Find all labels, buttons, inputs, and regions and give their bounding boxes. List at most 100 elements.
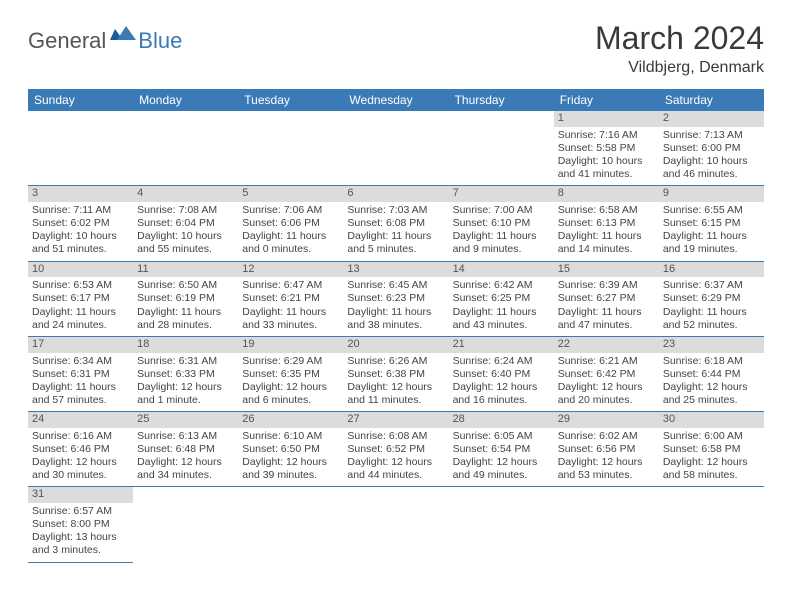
cell-text: and 25 minutes. <box>663 394 760 407</box>
cell-text: Sunset: 6:27 PM <box>558 292 655 305</box>
calendar-cell: 29Sunrise: 6:02 AMSunset: 6:56 PMDayligh… <box>554 412 659 487</box>
cell-text: Daylight: 10 hours <box>663 155 760 168</box>
cell-text: Sunrise: 7:00 AM <box>453 204 550 217</box>
calendar-cell: 16Sunrise: 6:37 AMSunset: 6:29 PMDayligh… <box>659 262 764 337</box>
cell-text: Sunrise: 6:00 AM <box>663 430 760 443</box>
cell-text: Sunrise: 6:21 AM <box>558 355 655 368</box>
cell-text: and 1 minute. <box>137 394 234 407</box>
cell-text: Sunset: 6:40 PM <box>453 368 550 381</box>
cell-text: Sunset: 6:35 PM <box>242 368 339 381</box>
day-number: 11 <box>133 262 238 278</box>
cell-text: Sunset: 6:15 PM <box>663 217 760 230</box>
cell-text: and 9 minutes. <box>453 243 550 256</box>
day-number: 26 <box>238 412 343 428</box>
calendar-cell: 5Sunrise: 7:06 AMSunset: 6:06 PMDaylight… <box>238 186 343 261</box>
cell-text: Sunrise: 6:50 AM <box>137 279 234 292</box>
cell-text: and 47 minutes. <box>558 319 655 332</box>
calendar-cell-blank <box>554 487 659 562</box>
calendar-cell: 27Sunrise: 6:08 AMSunset: 6:52 PMDayligh… <box>343 412 448 487</box>
cell-text: Sunrise: 6:45 AM <box>347 279 444 292</box>
calendar-cell-blank <box>659 487 764 562</box>
cell-text: and 39 minutes. <box>242 469 339 482</box>
day-number: 1 <box>554 111 659 127</box>
cell-text: and 53 minutes. <box>558 469 655 482</box>
cell-text: Sunrise: 6:16 AM <box>32 430 129 443</box>
logo: General Blue <box>28 26 182 55</box>
day-number: 28 <box>449 412 554 428</box>
cell-text: Sunrise: 6:31 AM <box>137 355 234 368</box>
cell-text: Sunset: 6:38 PM <box>347 368 444 381</box>
calendar-cell-blank <box>133 487 238 562</box>
cell-text: Sunrise: 6:10 AM <box>242 430 339 443</box>
calendar-cell: 18Sunrise: 6:31 AMSunset: 6:33 PMDayligh… <box>133 337 238 412</box>
cell-text: and 58 minutes. <box>663 469 760 482</box>
calendar-cell: 11Sunrise: 6:50 AMSunset: 6:19 PMDayligh… <box>133 262 238 337</box>
cell-text: Daylight: 11 hours <box>347 230 444 243</box>
cell-text: Sunrise: 6:57 AM <box>32 505 129 518</box>
day-number: 30 <box>659 412 764 428</box>
cell-text: Sunset: 6:31 PM <box>32 368 129 381</box>
weekday-header: Wednesday <box>343 89 448 111</box>
cell-text: Sunrise: 6:29 AM <box>242 355 339 368</box>
cell-text: Sunset: 6:58 PM <box>663 443 760 456</box>
cell-text: Sunrise: 6:37 AM <box>663 279 760 292</box>
cell-text: Daylight: 11 hours <box>663 306 760 319</box>
day-number: 14 <box>449 262 554 278</box>
cell-text: Daylight: 11 hours <box>558 306 655 319</box>
cell-text: Sunset: 6:08 PM <box>347 217 444 230</box>
day-number: 31 <box>28 487 133 503</box>
day-number: 4 <box>133 186 238 202</box>
cell-text: Sunset: 6:52 PM <box>347 443 444 456</box>
calendar-cell: 17Sunrise: 6:34 AMSunset: 6:31 PMDayligh… <box>28 337 133 412</box>
cell-text: Daylight: 12 hours <box>347 381 444 394</box>
calendar-cell: 9Sunrise: 6:55 AMSunset: 6:15 PMDaylight… <box>659 186 764 261</box>
cell-text: Daylight: 13 hours <box>32 531 129 544</box>
cell-text: and 11 minutes. <box>347 394 444 407</box>
cell-text: Sunrise: 6:13 AM <box>137 430 234 443</box>
day-number: 19 <box>238 337 343 353</box>
cell-text: Daylight: 12 hours <box>347 456 444 469</box>
calendar-cell-blank <box>238 487 343 562</box>
cell-text: Daylight: 11 hours <box>242 306 339 319</box>
cell-text: Daylight: 11 hours <box>347 306 444 319</box>
calendar-cell: 25Sunrise: 6:13 AMSunset: 6:48 PMDayligh… <box>133 412 238 487</box>
day-number: 17 <box>28 337 133 353</box>
calendar-cell-blank <box>343 487 448 562</box>
cell-text: Sunrise: 6:05 AM <box>453 430 550 443</box>
cell-text: and 14 minutes. <box>558 243 655 256</box>
weekday-header: Thursday <box>449 89 554 111</box>
calendar-cell: 28Sunrise: 6:05 AMSunset: 6:54 PMDayligh… <box>449 412 554 487</box>
day-number: 13 <box>343 262 448 278</box>
cell-text: and 6 minutes. <box>242 394 339 407</box>
cell-text: Sunset: 6:25 PM <box>453 292 550 305</box>
day-number: 7 <box>449 186 554 202</box>
calendar-cell: 23Sunrise: 6:18 AMSunset: 6:44 PMDayligh… <box>659 337 764 412</box>
cell-text: Sunset: 6:06 PM <box>242 217 339 230</box>
cell-text: Sunrise: 6:53 AM <box>32 279 129 292</box>
cell-text: and 52 minutes. <box>663 319 760 332</box>
day-number: 29 <box>554 412 659 428</box>
day-number: 20 <box>343 337 448 353</box>
calendar-cell: 26Sunrise: 6:10 AMSunset: 6:50 PMDayligh… <box>238 412 343 487</box>
cell-text: Sunrise: 7:16 AM <box>558 129 655 142</box>
cell-text: Sunrise: 6:24 AM <box>453 355 550 368</box>
cell-text: Sunrise: 7:08 AM <box>137 204 234 217</box>
day-number: 23 <box>659 337 764 353</box>
cell-text: and 49 minutes. <box>453 469 550 482</box>
cell-text: Sunset: 6:42 PM <box>558 368 655 381</box>
calendar-cell-blank <box>449 487 554 562</box>
day-number: 5 <box>238 186 343 202</box>
cell-text: Sunset: 6:10 PM <box>453 217 550 230</box>
cell-text: Daylight: 12 hours <box>663 456 760 469</box>
cell-text: Sunset: 6:50 PM <box>242 443 339 456</box>
cell-text: and 24 minutes. <box>32 319 129 332</box>
calendar-cell: 14Sunrise: 6:42 AMSunset: 6:25 PMDayligh… <box>449 262 554 337</box>
calendar-grid: SundayMondayTuesdayWednesdayThursdayFrid… <box>28 89 764 563</box>
cell-text: and 19 minutes. <box>663 243 760 256</box>
calendar-cell-blank <box>343 111 448 186</box>
calendar-cell: 21Sunrise: 6:24 AMSunset: 6:40 PMDayligh… <box>449 337 554 412</box>
cell-text: and 41 minutes. <box>558 168 655 181</box>
cell-text: Sunset: 6:00 PM <box>663 142 760 155</box>
day-number: 24 <box>28 412 133 428</box>
day-number: 8 <box>554 186 659 202</box>
